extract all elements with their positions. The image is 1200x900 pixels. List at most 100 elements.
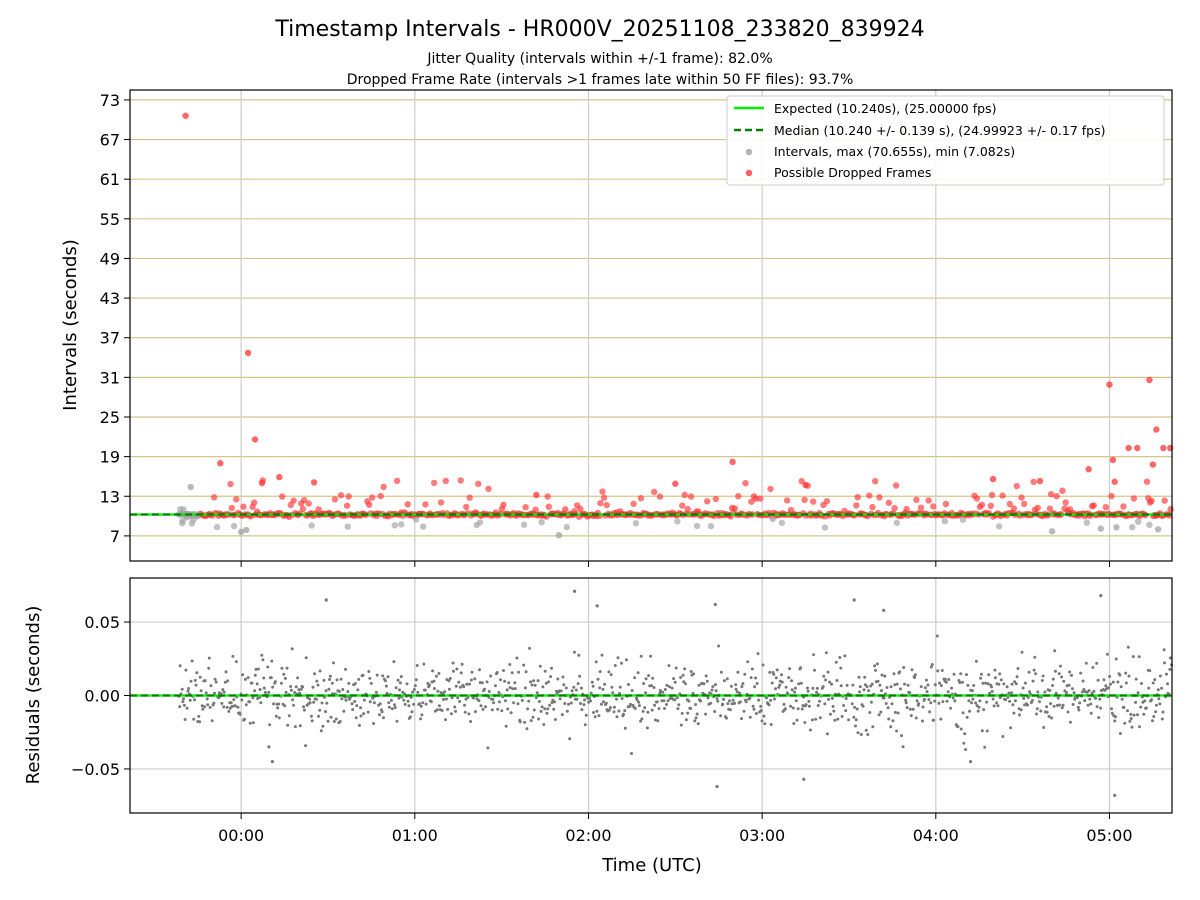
residual-point: [696, 722, 700, 726]
residual-point: [344, 667, 347, 671]
residual-point: [554, 689, 558, 693]
intervals-ytick-label-49: 49: [100, 249, 120, 268]
dropped-frame-point: [651, 488, 658, 496]
residual-point: [483, 687, 486, 691]
residual-point: [378, 713, 381, 717]
residual-point: [990, 685, 993, 689]
residual-point: [232, 698, 236, 702]
residual-point: [1083, 699, 1087, 703]
residual-point: [258, 688, 262, 691]
intervals-ytick-label-13: 13: [100, 487, 120, 506]
residual-point: [684, 718, 688, 722]
residual-point: [313, 672, 317, 676]
residual-point: [974, 659, 978, 663]
residual-point: [576, 682, 580, 686]
dropped-frame-point: [913, 496, 920, 503]
residual-point: [1157, 697, 1161, 701]
residual-point: [1036, 690, 1040, 694]
residual-point: [368, 676, 372, 680]
interval-point: [213, 523, 221, 531]
residual-point: [393, 706, 397, 709]
interval-point: [413, 516, 420, 523]
residual-point: [960, 680, 964, 684]
residual-point: [699, 699, 702, 703]
residual-point: [1079, 671, 1083, 675]
residual-point: [1137, 655, 1141, 659]
dropped-frame-point: [783, 497, 791, 504]
residual-point: [182, 703, 186, 707]
dropped-frame-outlier-point: [1109, 456, 1117, 464]
residual-point: [777, 685, 781, 689]
residual-point: [320, 701, 324, 705]
residual-point: [865, 685, 869, 689]
residual-point: [532, 708, 536, 712]
residual-point: [833, 718, 837, 722]
residual-point: [550, 666, 553, 670]
residual-point: [850, 702, 854, 706]
residual-point: [646, 710, 650, 714]
residual-point: [653, 703, 657, 707]
residual-point: [368, 700, 372, 704]
dropped-frame-point: [735, 493, 742, 500]
dropped-frame-point: [853, 502, 860, 509]
residual-point: [1068, 720, 1072, 724]
residual-point: [304, 656, 308, 660]
legend-expected-label: Expected (10.240s), (25.00000 fps): [774, 101, 996, 116]
residual-point: [572, 650, 576, 654]
residual-point: [283, 676, 287, 680]
dropped-frame-point: [1102, 504, 1110, 511]
residual-point: [464, 697, 468, 701]
intervals-ytick-label-19: 19: [100, 448, 120, 467]
dropped-frame-point: [999, 492, 1006, 499]
dropped-frame-point: [404, 501, 411, 508]
residual-point: [744, 700, 748, 704]
residual-point: [1153, 678, 1157, 682]
residual-point: [1039, 709, 1043, 713]
residual-point: [835, 679, 839, 682]
residual-point: [765, 696, 768, 700]
residual-point: [472, 696, 476, 700]
residual-point: [248, 721, 252, 725]
dropped-frame-outlier-point: [244, 349, 252, 357]
dropped-frame-point: [485, 485, 492, 492]
residual-point: [930, 663, 934, 666]
residual-point: [465, 682, 469, 686]
residual-point: [203, 705, 206, 709]
residual-point: [359, 714, 363, 718]
residual-point: [253, 689, 257, 693]
residual-point: [768, 670, 772, 674]
residual-point: [583, 698, 587, 702]
intervals-ytick-label-73: 73: [100, 91, 120, 110]
residual-point: [435, 708, 439, 712]
interval-outlier-point: [243, 526, 250, 534]
residual-outlier-point: [968, 759, 973, 764]
interval-point: [1135, 518, 1142, 525]
residual-point: [780, 680, 784, 684]
residual-outlier-point: [852, 598, 856, 602]
residual-point: [828, 712, 832, 716]
residual-point: [839, 684, 843, 688]
residual-point: [240, 698, 244, 702]
residual-point: [463, 703, 466, 707]
residual-point: [419, 717, 423, 721]
residual-point: [800, 707, 804, 711]
residual-point: [784, 685, 788, 689]
residual-point: [405, 682, 409, 686]
residual-point: [543, 669, 547, 673]
residual-point: [1163, 661, 1166, 665]
residual-point: [206, 703, 210, 707]
residual-point: [420, 713, 424, 717]
residual-point: [431, 669, 435, 673]
residual-point: [926, 683, 930, 687]
residual-point: [567, 702, 571, 706]
residual-point: [238, 712, 242, 716]
residual-point: [230, 705, 234, 708]
residual-point: [187, 687, 191, 690]
residual-point: [536, 679, 540, 683]
residual-point: [350, 702, 354, 706]
residual-point: [537, 717, 541, 721]
residual-point: [824, 651, 828, 655]
residual-point: [478, 668, 481, 672]
residual-point: [562, 683, 566, 687]
residual-point: [542, 723, 546, 726]
